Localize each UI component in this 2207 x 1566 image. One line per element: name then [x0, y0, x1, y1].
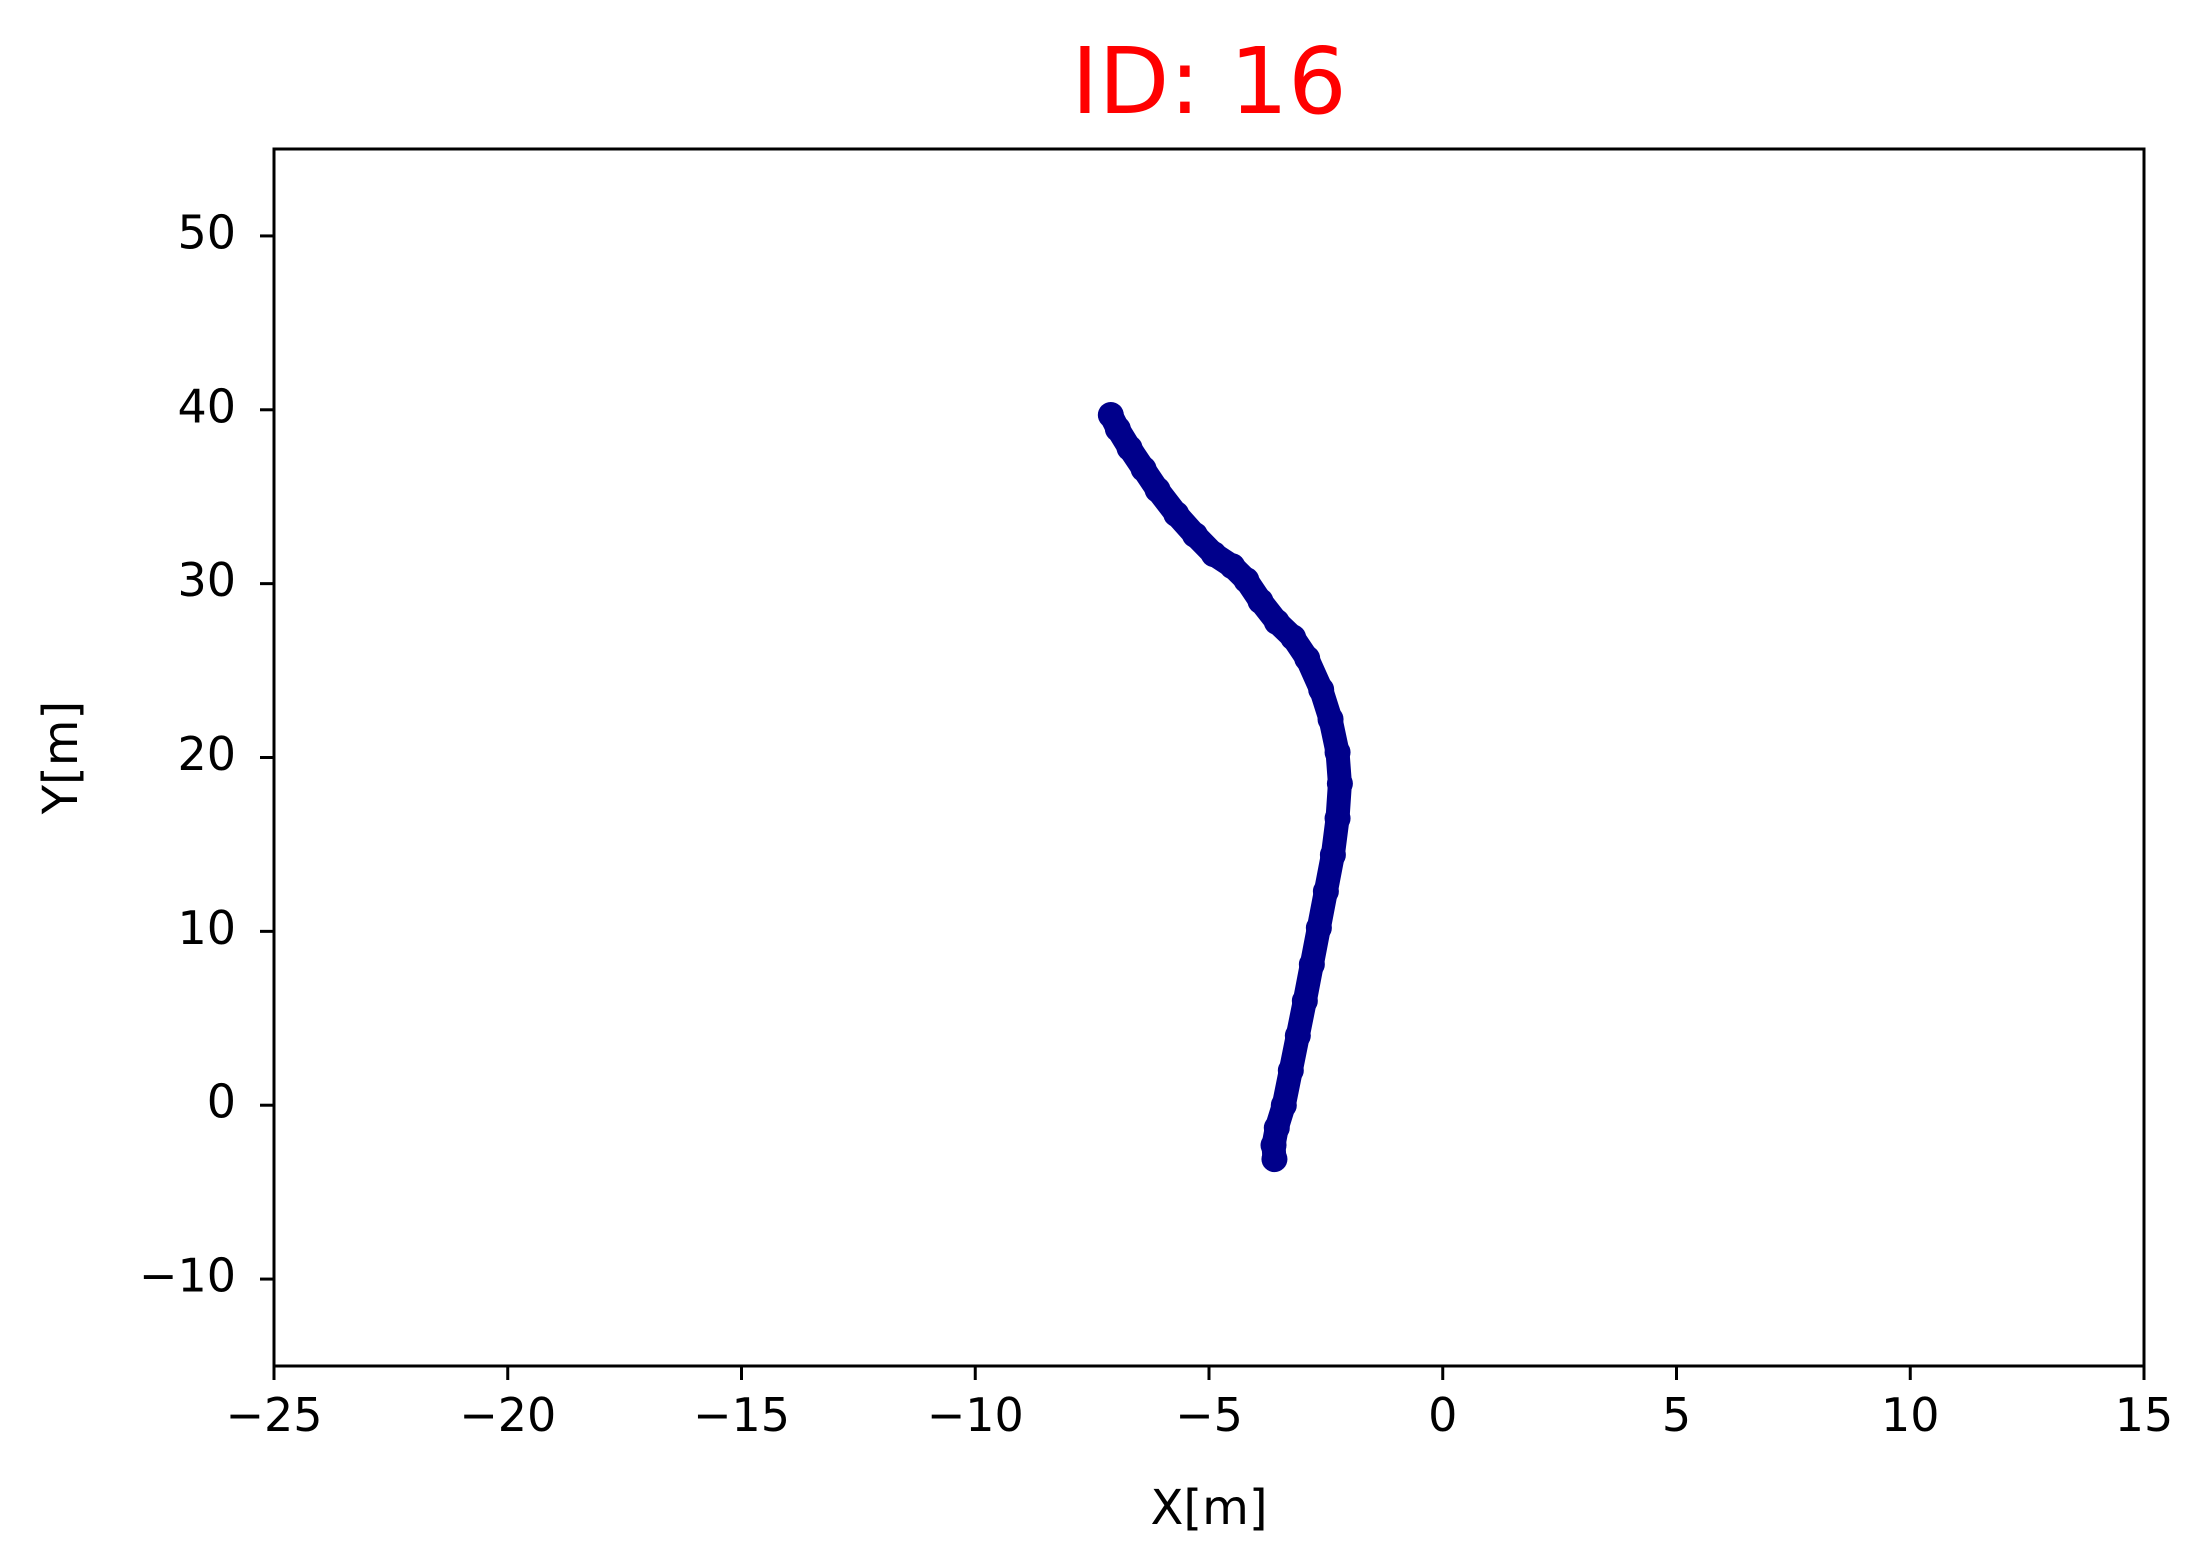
- y-axis-ticks: −10 0 10 20 30 40 50: [139, 205, 274, 1303]
- x-tick-label: −5: [1175, 1388, 1243, 1442]
- plot-frame: [272, 147, 2146, 1368]
- trajectory-point: [1270, 1092, 1297, 1119]
- trajectory-point: [1305, 914, 1332, 941]
- trajectory-point: [1263, 608, 1290, 635]
- trajectory-point: [1116, 435, 1143, 462]
- trajectory-point: [1181, 521, 1208, 548]
- trajectory-point: [1324, 739, 1351, 766]
- trajectory-point: [1130, 455, 1157, 482]
- y-tick-label: 50: [177, 205, 236, 259]
- chart-title: ID: 16: [1071, 28, 1346, 135]
- y-tick-label: 30: [177, 553, 236, 607]
- x-tick-label: −15: [693, 1388, 790, 1442]
- trajectory-point: [1284, 1022, 1311, 1049]
- y-tick-label: 20: [177, 727, 236, 781]
- trajectory-point: [1280, 624, 1307, 651]
- trajectory-point: [1104, 415, 1131, 442]
- y-tick-label: 40: [177, 379, 236, 433]
- y-axis-label: Y[m]: [33, 701, 89, 816]
- trajectory-point: [1163, 501, 1190, 528]
- x-tick-label: 5: [1662, 1388, 1691, 1442]
- y-tick-label: 10: [177, 901, 236, 955]
- y-tick-label: −10: [139, 1249, 236, 1303]
- trajectory-point: [1326, 770, 1353, 797]
- x-tick-label: 15: [2115, 1388, 2174, 1442]
- x-axis-label: X[m]: [1150, 1480, 1267, 1536]
- trajectory-point: [1200, 541, 1227, 568]
- trajectory-point: [1308, 676, 1335, 703]
- trajectory-point: [1319, 841, 1346, 868]
- trajectory-point: [1324, 805, 1351, 832]
- trajectory-point: [1247, 588, 1274, 615]
- plot-area: [1097, 402, 1353, 1173]
- x-tick-label: −10: [927, 1388, 1024, 1442]
- trajectory-point: [1291, 987, 1318, 1014]
- trajectory-point: [1277, 1057, 1304, 1084]
- trajectory-point: [1294, 645, 1321, 672]
- trajectory-point: [1233, 567, 1260, 594]
- trajectory-point: [1317, 706, 1344, 733]
- trajectory-point: [1312, 878, 1339, 905]
- trajectory-point: [1298, 951, 1325, 978]
- y-tick-label: 0: [207, 1075, 236, 1129]
- x-tick-label: −25: [225, 1388, 322, 1442]
- x-tick-label: 10: [1881, 1388, 1940, 1442]
- trajectory-point: [1144, 476, 1171, 503]
- x-axis-ticks: −25 −20 −15 −10 −5 0 5 10 15: [225, 1366, 2173, 1442]
- x-tick-label: 0: [1428, 1388, 1457, 1442]
- trajectory-point: [1261, 1146, 1288, 1173]
- x-tick-label: −20: [459, 1388, 556, 1442]
